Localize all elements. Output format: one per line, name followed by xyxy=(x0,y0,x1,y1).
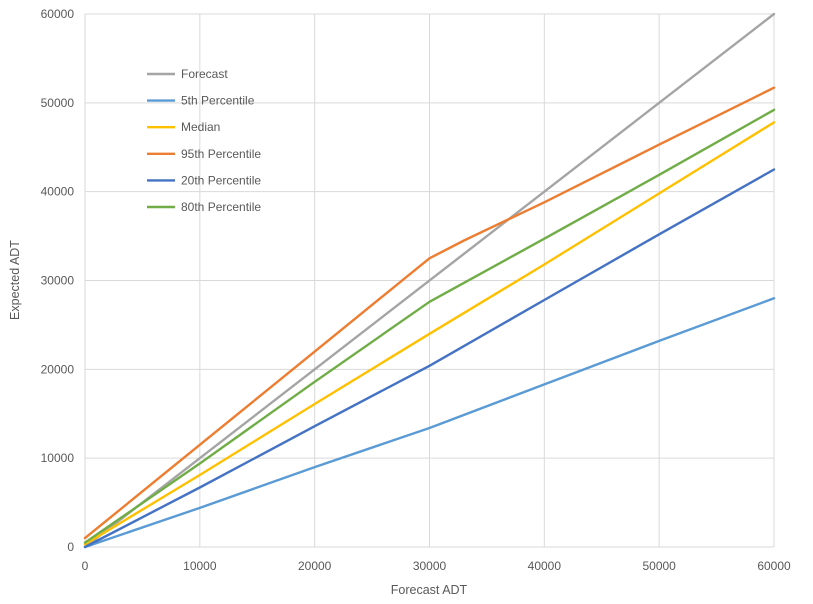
legend-label: 80th Percentile xyxy=(181,200,261,214)
y-tick-label: 40000 xyxy=(41,185,75,199)
series-line-forecast xyxy=(83,12,776,549)
x-tick-label: 30000 xyxy=(413,559,447,573)
x-tick-label: 60000 xyxy=(757,559,791,573)
y-tick-label: 50000 xyxy=(41,96,75,110)
series-lines xyxy=(83,12,776,549)
series-line-median xyxy=(83,121,776,546)
series-line-95th-percentile xyxy=(83,86,776,540)
y-tick-label: 60000 xyxy=(41,7,75,21)
y-tick-label: 20000 xyxy=(41,362,75,376)
y-tick-label: 30000 xyxy=(41,274,75,288)
y-tick-label: 0 xyxy=(67,540,74,554)
x-tick-label: 50000 xyxy=(642,559,676,573)
series-line-20th-percentile xyxy=(83,168,776,549)
series-line-5th-percentile xyxy=(83,297,776,549)
x-tick-labels: 0 10000 20000 30000 40000 50000 60000 xyxy=(82,559,791,573)
y-axis-title: Expected ADT xyxy=(8,240,22,320)
x-tick-label: 40000 xyxy=(528,559,562,573)
legend-label: 20th Percentile xyxy=(181,173,261,187)
y-tick-label: 10000 xyxy=(41,451,75,465)
y-tick-labels: 0 10000 20000 30000 40000 50000 60000 xyxy=(41,7,75,554)
legend-label: 5th Percentile xyxy=(181,94,255,108)
series-line-80th-percentile xyxy=(83,108,776,544)
legend: Forecast 5th Percentile Median 95th Percent… xyxy=(147,67,261,214)
x-tick-label: 0 xyxy=(82,559,89,573)
x-axis-title: Forecast ADT xyxy=(391,583,468,597)
legend-label: Forecast xyxy=(181,67,228,81)
x-tick-label: 10000 xyxy=(183,559,217,573)
legend-label: 95th Percentile xyxy=(181,147,261,161)
legend-label: Median xyxy=(181,120,220,134)
x-tick-label: 20000 xyxy=(298,559,332,573)
